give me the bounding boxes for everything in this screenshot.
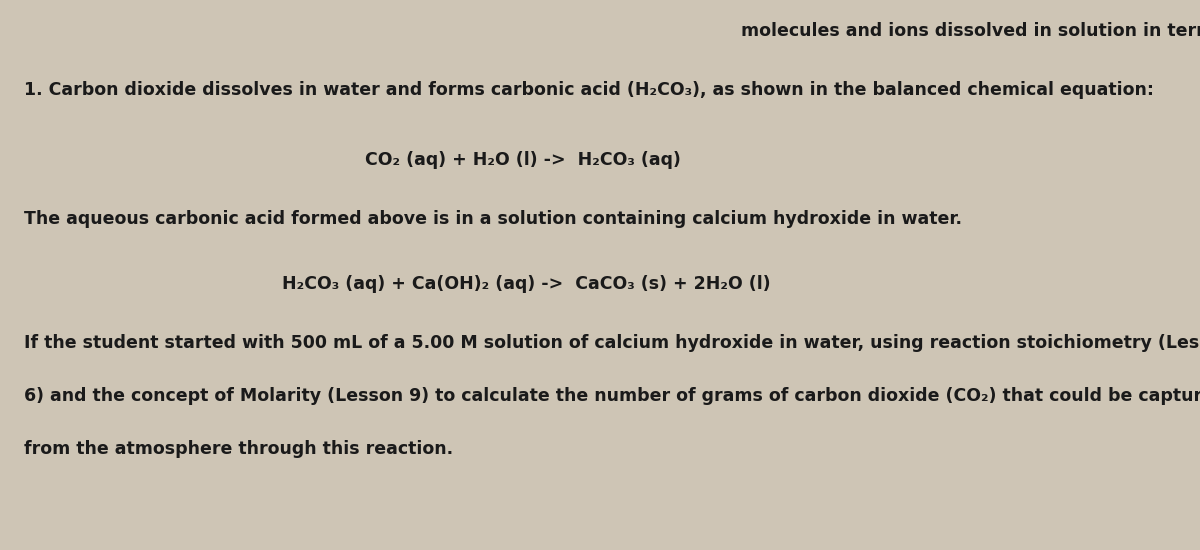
Text: molecules and ions dissolved in solution in terms of molarity.: molecules and ions dissolved in solution… [742,21,1200,40]
Text: 6) and the concept of Molarity (Lesson 9) to calculate the number of grams of ca: 6) and the concept of Molarity (Lesson 9… [24,387,1200,405]
Text: 1. Carbon dioxide dissolves in water and forms carbonic acid (H₂CO₃), as shown i: 1. Carbon dioxide dissolves in water and… [24,81,1153,99]
Text: The aqueous carbonic acid formed above is in a solution containing calcium hydro: The aqueous carbonic acid formed above i… [24,210,961,228]
Text: H₂CO₃ (aq) + Ca(OH)₂ (aq) ->  CaCO₃ (s) + 2H₂O (l): H₂CO₃ (aq) + Ca(OH)₂ (aq) -> CaCO₃ (s) +… [282,275,772,293]
Text: If the student started with 500 mL of a 5.00 M solution of calcium hydroxide in : If the student started with 500 mL of a … [24,334,1200,353]
Text: CO₂ (aq) + H₂O (l) ->  H₂CO₃ (aq): CO₂ (aq) + H₂O (l) -> H₂CO₃ (aq) [365,151,680,169]
Text: from the atmosphere through this reaction.: from the atmosphere through this reactio… [24,440,452,458]
